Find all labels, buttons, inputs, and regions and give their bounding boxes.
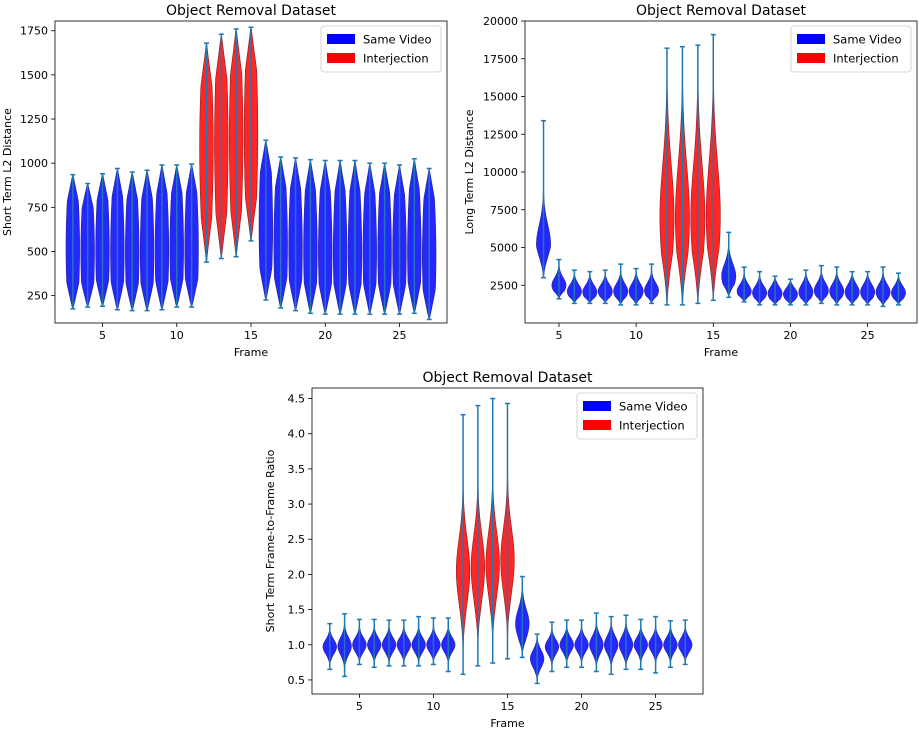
y-tick-label: 500 xyxy=(27,245,48,258)
legend-label: Interjection xyxy=(619,419,685,433)
y-axis-label: Long Term L2 Distance xyxy=(463,109,476,234)
legend: Same Video Interjection xyxy=(576,392,698,440)
x-tick-label: 25 xyxy=(649,700,663,713)
x-tick-label: 20 xyxy=(318,329,332,342)
legend-swatch xyxy=(327,53,355,63)
y-tick-label: 17500 xyxy=(483,53,518,66)
x-tick-label: 5 xyxy=(99,329,106,342)
y-tick-label: 12500 xyxy=(483,128,518,141)
legend: Same Video Interjection xyxy=(320,25,442,73)
legend-swatch xyxy=(797,53,825,63)
y-tick-label: 2.0 xyxy=(288,568,306,581)
x-tick-label: 10 xyxy=(170,329,184,342)
y-tick-label: 20000 xyxy=(483,15,518,28)
x-tick-label: 20 xyxy=(575,700,589,713)
x-tick-label: 15 xyxy=(244,329,258,342)
y-tick-label: 1000 xyxy=(20,157,48,170)
x-tick-label: 10 xyxy=(629,329,643,342)
chart-title: Object Removal Dataset xyxy=(166,3,337,19)
legend-label: Same Video xyxy=(619,400,688,414)
y-tick-label: 1750 xyxy=(20,25,48,38)
x-axis-label: Frame xyxy=(234,346,269,359)
y-tick-label: 1.0 xyxy=(288,639,306,652)
y-tick-label: 3.5 xyxy=(288,463,306,476)
x-tick-label: 25 xyxy=(392,329,406,342)
x-tick-label: 10 xyxy=(426,700,440,713)
legend: Same Video Interjection xyxy=(790,25,912,73)
y-tick-label: 1250 xyxy=(20,113,48,126)
y-tick-label: 250 xyxy=(27,290,48,303)
x-tick-label: 5 xyxy=(356,700,363,713)
chart-1: 5 10 15 20 25 250 500 750 1000 1250 1500 1750 Object… xyxy=(1,3,448,359)
y-tick-label: 5000 xyxy=(490,242,518,255)
legend-label: Same Video xyxy=(833,33,902,47)
legend-swatch xyxy=(583,420,611,430)
y-tick-label: 3.0 xyxy=(288,498,306,511)
x-tick-label: 15 xyxy=(706,329,720,342)
y-tick-label: 2.5 xyxy=(288,533,306,546)
y-tick-label: 10000 xyxy=(483,166,518,179)
y-tick-label: 4.0 xyxy=(288,428,306,441)
y-tick-label: 2500 xyxy=(490,279,518,292)
legend-label: Interjection xyxy=(833,52,899,66)
legend-swatch xyxy=(583,401,611,411)
chart-2: 5 10 15 20 25 2500 5000 7500 10000 12500 15000 1750… xyxy=(463,3,918,359)
x-tick-label: 25 xyxy=(861,329,875,342)
chart-title: Object Removal Dataset xyxy=(423,370,594,386)
x-tick-label: 15 xyxy=(501,700,515,713)
x-axis-label: Frame xyxy=(490,717,525,729)
y-tick-label: 15000 xyxy=(483,91,518,104)
y-tick-label: 1.5 xyxy=(288,604,306,617)
y-axis-label: Short Term L2 Distance xyxy=(1,108,14,236)
x-tick-label: 5 xyxy=(555,329,562,342)
chart-3: 5 10 15 20 25 0.5 1.0 1.5 2.0 2.5 3.0 3.5 4.0 4.5 Obje… xyxy=(264,370,704,729)
y-axis-label: Short Term Frame-to-Frame Ratio xyxy=(264,449,277,632)
y-tick-label: 7500 xyxy=(490,204,518,217)
y-tick-label: 0.5 xyxy=(288,674,306,687)
x-axis-label: Frame xyxy=(704,346,739,359)
chart-title: Object Removal Dataset xyxy=(636,3,807,19)
legend-label: Same Video xyxy=(363,33,432,47)
legend-swatch xyxy=(797,34,825,44)
y-tick-label: 1500 xyxy=(20,69,48,82)
legend-label: Interjection xyxy=(363,52,429,66)
y-tick-label: 4.5 xyxy=(288,393,306,406)
legend-swatch xyxy=(327,34,355,44)
y-tick-label: 750 xyxy=(27,201,48,214)
x-tick-label: 20 xyxy=(783,329,797,342)
